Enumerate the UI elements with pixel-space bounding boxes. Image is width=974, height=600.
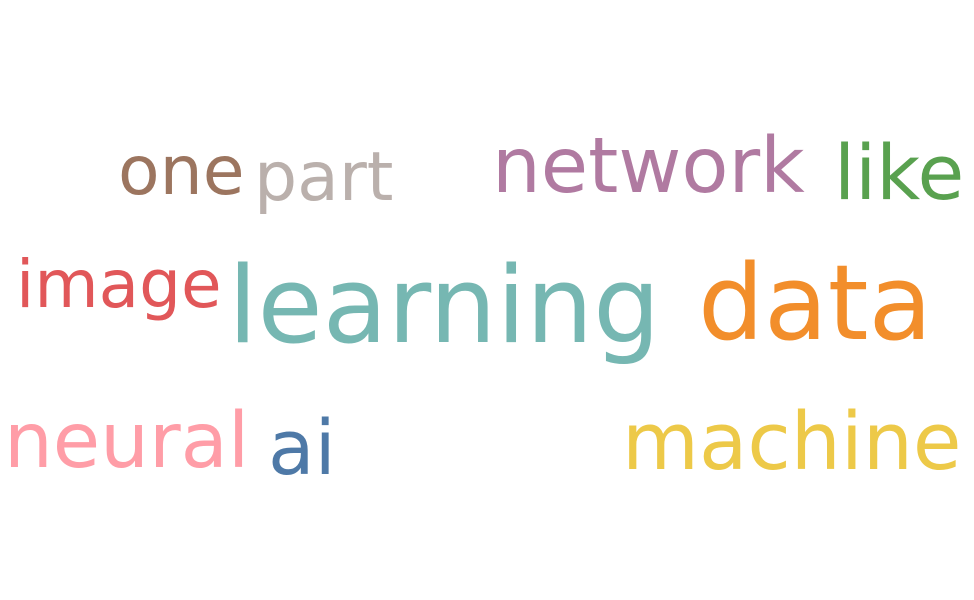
word-image: image	[16, 246, 222, 323]
word-ai: ai	[268, 403, 336, 492]
word-neural: neural	[4, 397, 250, 486]
word-one: one	[118, 132, 245, 211]
word-machine: machine	[622, 396, 962, 488]
word-part: part	[254, 138, 394, 217]
word-like: like	[834, 128, 965, 217]
word-learning: learning	[228, 244, 661, 367]
word-network: network	[492, 122, 805, 211]
word-data: data	[698, 242, 933, 364]
